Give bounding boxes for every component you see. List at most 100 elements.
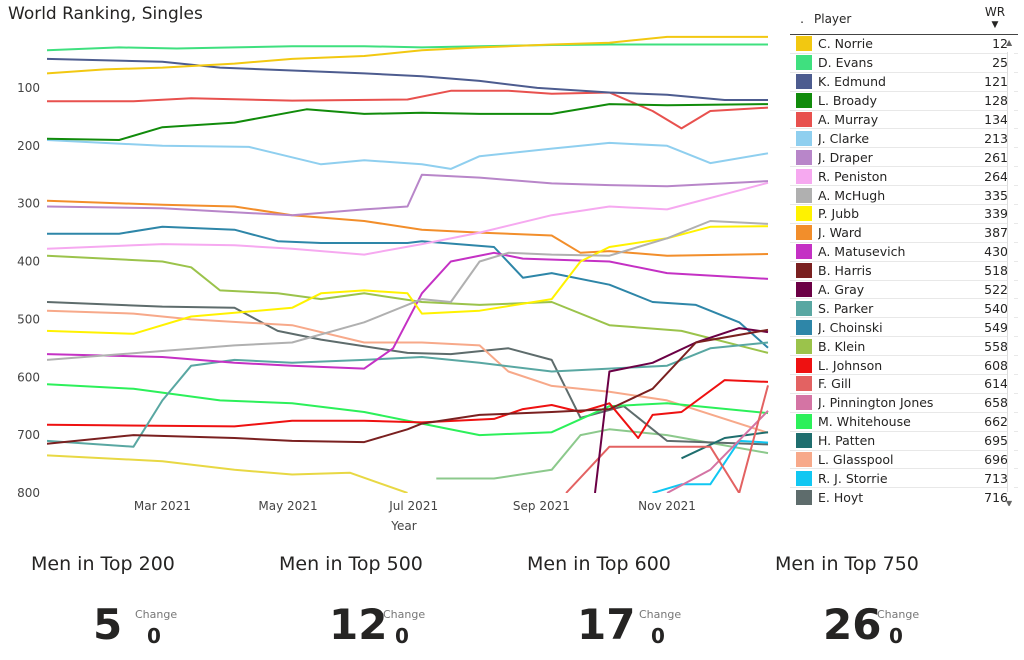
legend-player-name: R. Peniston (818, 168, 888, 184)
series-line[interactable] (47, 181, 769, 256)
legend-wr-value: 558 (984, 338, 1008, 354)
legend-row[interactable]: A. Murray 134 (790, 111, 1018, 130)
series-line[interactable] (47, 301, 769, 446)
legend-row[interactable]: R. J. Storrie 713 (790, 469, 1018, 489)
chart-title: World Ranking, Singles (8, 4, 203, 24)
legend-row[interactable]: A. Gray 522 (790, 281, 1018, 300)
legend-swatch (796, 93, 812, 109)
legend-swatch (796, 55, 812, 71)
scroll-thumb[interactable] (1007, 52, 1014, 492)
legend-swatch (796, 376, 812, 392)
legend-row[interactable]: J. Choinski 549 (790, 318, 1018, 338)
legend-row[interactable]: J. Ward 387 (790, 224, 1018, 243)
x-axis-label: Year (390, 519, 416, 533)
legend-wr-value: 662 (984, 414, 1008, 430)
legend-row[interactable]: L. Johnson 608 (790, 356, 1018, 376)
legend-row[interactable]: C. Norrie 12 (790, 35, 1018, 54)
sort-descending-icon: ▼ (991, 20, 999, 30)
legend-wr-value: 25 (992, 55, 1008, 71)
kpi-title: Men in Top 600 (527, 553, 671, 575)
legend-wr-value: 339 (984, 206, 1008, 222)
series-line[interactable] (565, 385, 769, 493)
legend-player-name: H. Patten (818, 433, 876, 449)
series-line[interactable] (47, 220, 769, 361)
legend-row[interactable]: S. Parker 540 (790, 299, 1018, 319)
legend-wr-value: 608 (984, 357, 1008, 373)
legend-scrollbar[interactable]: ▲ ▼ (1006, 38, 1014, 506)
y-tick-label: 800 (17, 486, 40, 500)
legend-row[interactable]: J. Draper 261 (790, 148, 1018, 168)
legend-header-wr[interactable]: WR ▼ (972, 6, 1018, 34)
legend-wr-value: 614 (984, 376, 1008, 392)
series-line[interactable] (47, 173, 769, 217)
kpi-change-label: Change (135, 608, 178, 621)
legend-row[interactable]: F. Gill 614 (790, 375, 1018, 394)
legend-swatch (796, 282, 812, 298)
legend-header-player[interactable]: Player (814, 12, 852, 26)
legend-row[interactable]: P. Jubb 339 (790, 205, 1018, 224)
legend-header-marker: . (800, 12, 804, 26)
legend-row[interactable]: R. Peniston 264 (790, 167, 1018, 187)
scroll-down-icon[interactable]: ▼ (1006, 499, 1013, 506)
series-line[interactable] (47, 379, 769, 439)
legend-swatch (796, 112, 812, 127)
legend-player-name: P. Jubb (818, 206, 860, 222)
x-tick-label: Nov 2021 (638, 499, 696, 513)
series-line[interactable] (47, 251, 769, 370)
series-line[interactable] (47, 103, 769, 141)
series-line[interactable] (47, 383, 769, 437)
series-line[interactable] (47, 225, 769, 335)
series-line[interactable] (47, 341, 769, 448)
legend-player-name: B. Harris (818, 263, 872, 279)
legend-row[interactable]: H. Patten 695 (790, 432, 1018, 451)
legend-player-name: A. Matusevich (818, 244, 906, 260)
x-tick-label: Mar 2021 (134, 499, 191, 513)
legend-row[interactable]: B. Klein 558 (790, 337, 1018, 357)
series-line[interactable] (47, 225, 769, 349)
legend-player-name: M. Whitehouse (818, 414, 911, 430)
series-line[interactable] (47, 43, 768, 52)
series-line[interactable] (47, 57, 768, 101)
legend-player-name: A. Gray (818, 282, 865, 298)
legend-swatch (796, 452, 812, 468)
series-line[interactable] (47, 328, 769, 445)
legend-swatch (796, 149, 812, 165)
legend-row[interactable]: M. Whitehouse 662 (790, 413, 1018, 432)
legend-row[interactable]: J. Clarke 213 (790, 129, 1018, 149)
legend-row[interactable]: L. Glasspool 696 (790, 451, 1018, 470)
legend-player-name: L. Broady (818, 93, 877, 109)
series-line[interactable] (47, 89, 769, 130)
x-axis: Mar 2021 May 2021 Jul 2021 Sep 2021 Nov 2021 (134, 499, 696, 513)
series-line[interactable] (47, 35, 768, 75)
series-line[interactable] (47, 254, 769, 354)
line-chart: 100 200 300 400 500 600 700 800 Mar 2021 May 202… (17, 35, 769, 533)
series-line[interactable] (436, 428, 769, 480)
legend-row[interactable]: E. Hoyt 716 (790, 488, 1018, 506)
legend-row[interactable]: K. Edmund 121 (790, 73, 1018, 92)
legend-player-name: J. Ward (818, 225, 862, 241)
kpi-card-top-200: Men in Top 200 5 Change 0 (31, 550, 271, 660)
legend-swatch (796, 319, 812, 335)
scroll-up-icon[interactable]: ▲ (1006, 38, 1013, 47)
legend-row[interactable]: A. McHugh 335 (790, 186, 1018, 206)
series-line[interactable] (681, 431, 769, 460)
y-tick-label: 600 (17, 370, 40, 384)
legend-swatch (796, 433, 812, 449)
legend-player-name: A. McHugh (818, 187, 886, 203)
kpi-value: 12 (329, 600, 388, 649)
legend-wr-value: 121 (984, 74, 1008, 90)
legend-swatch (796, 244, 812, 260)
legend-row[interactable]: A. Matusevich 430 (790, 243, 1018, 262)
kpi-change-label: Change (383, 608, 426, 621)
series-line[interactable] (666, 410, 769, 493)
series-line[interactable] (652, 439, 769, 493)
series-line[interactable] (47, 139, 769, 170)
legend-row[interactable]: J. Pinnington Jones 658 (790, 394, 1018, 413)
legend-wr-value: 387 (984, 225, 1008, 241)
legend-row[interactable]: B. Harris 518 (790, 262, 1018, 281)
legend-player-name: R. J. Storrie (818, 470, 888, 486)
series-line[interactable] (47, 454, 408, 493)
legend-row[interactable]: D. Evans 25 (790, 54, 1018, 73)
series-line[interactable] (594, 327, 769, 493)
legend-row[interactable]: L. Broady 128 (790, 92, 1018, 111)
